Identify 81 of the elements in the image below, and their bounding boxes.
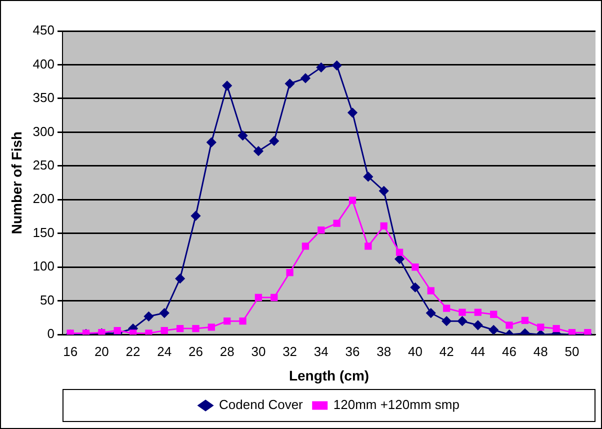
y-tick-label: 50 xyxy=(40,292,54,308)
y-tick-label: 350 xyxy=(32,90,54,106)
x-tick-label: 36 xyxy=(345,344,360,359)
point xyxy=(380,222,388,230)
y-tick-label: 250 xyxy=(32,158,54,173)
point xyxy=(552,324,560,332)
point xyxy=(474,308,482,316)
x-axis-title: Length (cm) xyxy=(288,367,370,384)
y-tick-label: 400 xyxy=(32,56,54,72)
point xyxy=(206,138,216,148)
point xyxy=(192,324,200,332)
x-tick-label: 16 xyxy=(63,344,78,359)
point xyxy=(363,172,373,182)
point xyxy=(318,226,325,234)
x-tick-label: 24 xyxy=(157,344,172,359)
y-tick-label: 150 xyxy=(32,224,54,240)
y-tick-label: 450 xyxy=(32,22,54,38)
point xyxy=(269,136,279,146)
point xyxy=(473,320,483,330)
point xyxy=(410,282,420,292)
x-tick-label: 42 xyxy=(439,344,454,359)
point xyxy=(176,324,184,332)
x-tick-label: 48 xyxy=(533,344,548,359)
point xyxy=(379,186,389,196)
y-tick-label: 300 xyxy=(32,124,54,139)
x-tick-label: 22 xyxy=(126,344,140,359)
point xyxy=(442,316,452,326)
x-tick-label: 34 xyxy=(314,344,328,359)
point xyxy=(412,264,419,271)
legend-label: 120mm +120mm smp xyxy=(333,397,460,412)
y-axis-title: Number of Fish xyxy=(8,131,24,234)
point xyxy=(332,60,342,70)
point xyxy=(208,324,215,331)
point xyxy=(160,308,170,318)
point xyxy=(190,211,200,221)
point xyxy=(427,287,434,294)
point xyxy=(348,108,358,118)
point xyxy=(506,322,513,329)
point xyxy=(160,326,168,334)
point xyxy=(488,325,498,335)
x-tick-label: 44 xyxy=(470,344,486,359)
point xyxy=(442,304,450,312)
point xyxy=(537,324,544,331)
point xyxy=(238,130,248,140)
point xyxy=(300,73,310,83)
point xyxy=(458,308,466,316)
point xyxy=(490,310,498,318)
point xyxy=(144,312,154,322)
point xyxy=(521,316,529,324)
point xyxy=(302,242,310,250)
x-tick-label: 50 xyxy=(564,344,580,359)
point xyxy=(222,80,232,90)
legend-label: Codend Cover xyxy=(219,397,304,412)
point xyxy=(333,220,340,227)
point xyxy=(286,268,294,276)
x-tick-label: 28 xyxy=(220,344,234,359)
x-tick-label: 38 xyxy=(376,344,392,359)
point xyxy=(239,318,246,325)
point xyxy=(270,294,278,302)
x-tick-label: 26 xyxy=(188,344,203,359)
x-tick-label: 40 xyxy=(408,344,422,359)
point xyxy=(316,62,326,72)
point xyxy=(426,308,436,318)
point xyxy=(254,294,262,302)
point xyxy=(175,274,185,284)
x-tick-label: 46 xyxy=(502,344,517,359)
point xyxy=(224,318,231,325)
point xyxy=(458,316,467,326)
point xyxy=(145,330,152,335)
point xyxy=(285,78,295,88)
x-tick-label: 30 xyxy=(251,344,266,359)
point xyxy=(364,242,372,250)
point xyxy=(348,196,356,204)
point xyxy=(254,146,264,156)
x-tick-label: 20 xyxy=(94,344,109,359)
y-tick-label: 100 xyxy=(32,258,54,274)
y-tick-label: 0 xyxy=(47,326,54,342)
x-tick-label: 32 xyxy=(282,344,298,359)
y-tick-label: 200 xyxy=(32,191,54,206)
point xyxy=(394,254,404,264)
point xyxy=(396,248,404,256)
